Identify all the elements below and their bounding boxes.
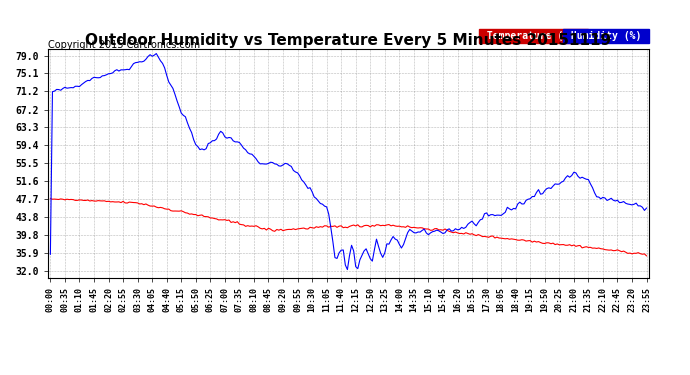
Text: Humidity (%): Humidity (%) [564, 31, 647, 41]
Title: Outdoor Humidity vs Temperature Every 5 Minutes 20151119: Outdoor Humidity vs Temperature Every 5 … [86, 33, 611, 48]
Text: Temperature (°F): Temperature (°F) [480, 31, 586, 41]
Text: Copyright 2015 Cartronics.com: Copyright 2015 Cartronics.com [48, 40, 200, 50]
